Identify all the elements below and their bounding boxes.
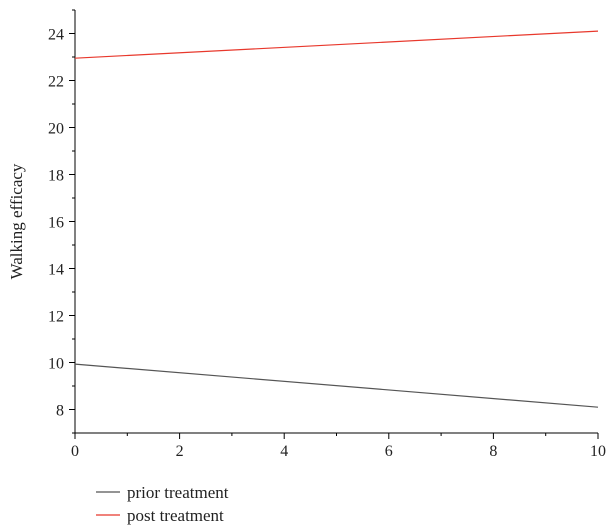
legend-label-1: prior treatment (127, 483, 229, 502)
y-tick-label: 24 (48, 27, 64, 44)
legend: prior treatment post treatment (96, 483, 229, 525)
y-tick-label: 8 (56, 403, 64, 420)
y-tick-label: 18 (48, 168, 64, 185)
legend-label-2: post treatment (127, 506, 224, 525)
series-lines (74, 30, 599, 408)
y-tick-label: 12 (48, 309, 64, 326)
x-tick-label: 4 (280, 443, 288, 460)
x-tick-label: 8 (489, 443, 497, 460)
x-tick-label: 10 (590, 443, 606, 460)
axes (74, 10, 598, 434)
y-tick-label: 14 (48, 262, 64, 279)
series-line-1 (74, 363, 599, 408)
y-axis-label: Walking efficacy (7, 163, 26, 279)
y-tick-label: 20 (48, 121, 64, 138)
y-tick-label: 22 (48, 74, 64, 91)
ticks (69, 9, 599, 439)
y-tick-label: 10 (48, 356, 64, 373)
x-tick-label: 0 (71, 443, 79, 460)
y-tick-label: 16 (48, 215, 64, 232)
x-tick-label: 6 (385, 443, 393, 460)
x-tick-label: 2 (176, 443, 184, 460)
series-line-2 (74, 30, 599, 59)
